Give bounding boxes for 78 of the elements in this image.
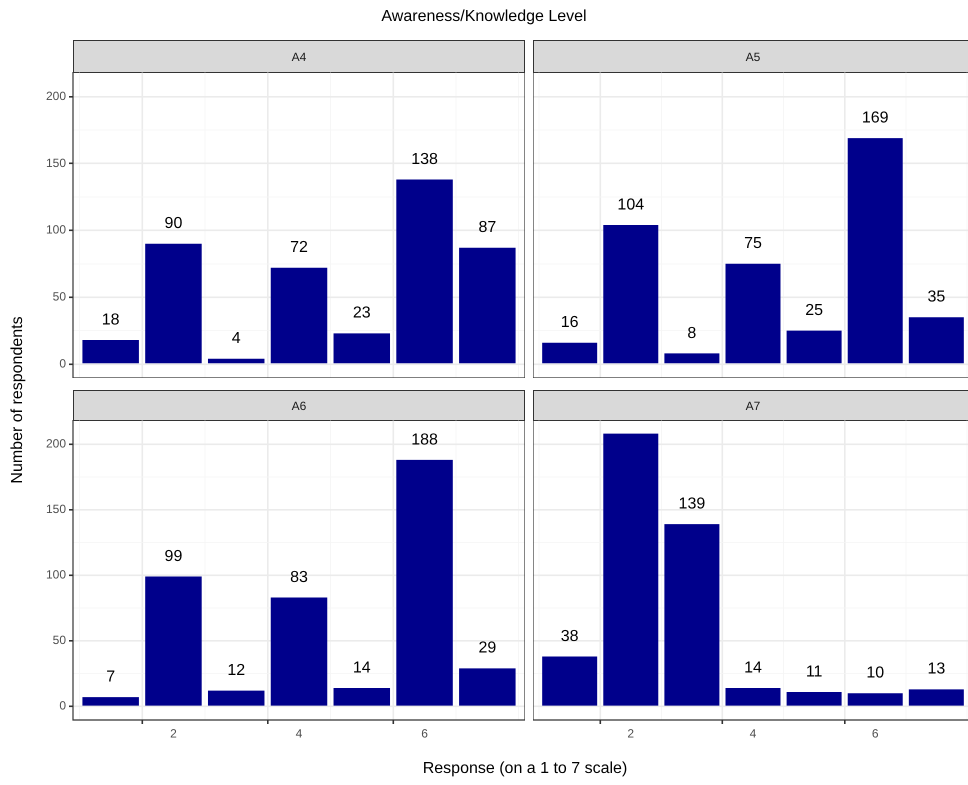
- data-label: 8: [687, 324, 696, 342]
- data-label: 14: [744, 659, 762, 676]
- y-tick-label: 100: [46, 222, 66, 237]
- y-tick-label: 0: [59, 698, 66, 713]
- bar: [664, 353, 720, 364]
- y-tick-label: 100: [46, 568, 66, 582]
- x-tick-label: 4: [296, 726, 303, 741]
- data-label: 11: [806, 663, 823, 680]
- data-label: 83: [290, 568, 308, 586]
- bar: [208, 358, 264, 364]
- data-label: 35: [927, 288, 946, 306]
- data-label: 75: [744, 235, 762, 252]
- chart-title: A4: [73, 40, 525, 73]
- chart-title: A6: [73, 390, 525, 421]
- bar: [542, 656, 598, 706]
- data-label: 4: [232, 330, 241, 348]
- bar: [334, 333, 390, 364]
- chart-title: A7: [533, 390, 968, 421]
- bar: [908, 317, 964, 364]
- data-label: 10: [866, 664, 884, 682]
- data-label: 72: [290, 239, 308, 256]
- data-label: 18: [102, 311, 120, 328]
- bar: [786, 692, 842, 706]
- x-axis-title: Response (on a 1 to 7 scale): [422, 760, 628, 778]
- data-label: 29: [478, 640, 496, 657]
- y-tick-label: 50: [52, 290, 66, 304]
- bar: [82, 340, 139, 364]
- bar: [145, 576, 202, 706]
- bar: [726, 264, 780, 364]
- bar: [848, 138, 903, 364]
- data-label: 12: [227, 662, 246, 680]
- bar: [786, 330, 842, 364]
- bar: [459, 248, 516, 364]
- data-label: 23: [352, 304, 371, 322]
- y-tick-label: 150: [46, 502, 66, 516]
- bar: [542, 342, 598, 364]
- bar: [603, 225, 658, 364]
- bar: [908, 689, 964, 706]
- data-label: 13: [927, 660, 946, 678]
- y-tick-label: 200: [46, 88, 66, 103]
- bar: [270, 598, 328, 706]
- y-tick-label: 50: [52, 633, 66, 648]
- data-label: 90: [164, 215, 182, 232]
- data-label: 7: [106, 668, 116, 686]
- data-label: 188: [411, 431, 438, 448]
- data-label: 99: [164, 548, 182, 565]
- y-tick-label: 150: [46, 156, 66, 170]
- bar: [145, 244, 202, 364]
- data-label: 14: [352, 659, 371, 676]
- data-label: 87: [478, 219, 496, 236]
- bar: [396, 180, 453, 364]
- bar: [334, 688, 390, 706]
- data-label: 138: [411, 150, 438, 168]
- y-tick-label: 200: [46, 436, 66, 450]
- bar: [396, 460, 453, 706]
- data-label: 139: [678, 496, 706, 513]
- data-label: 169: [862, 109, 889, 126]
- bar: [270, 268, 328, 364]
- chart-title: A5: [533, 40, 968, 73]
- bar: [82, 697, 139, 706]
- x-tick-label: 6: [421, 726, 428, 741]
- bar: [208, 690, 264, 706]
- bar: [603, 434, 658, 706]
- bar: [848, 693, 903, 706]
- data-label: 38: [560, 628, 579, 645]
- bar: [459, 668, 516, 706]
- x-tick-label: 2: [627, 726, 634, 741]
- data-label: 104: [617, 196, 644, 214]
- y-axis-title: Number of respondents: [9, 316, 27, 484]
- x-tick-label: 2: [170, 726, 178, 741]
- x-tick-label: 4: [750, 726, 757, 741]
- data-label: 25: [805, 302, 824, 320]
- y-tick-label: 0: [59, 356, 66, 370]
- data-label: 16: [560, 314, 579, 332]
- bar: [726, 688, 780, 706]
- bar: [664, 524, 720, 706]
- text: Awareness/Knowledge Level: [380, 8, 588, 26]
- x-tick-label: 6: [872, 726, 879, 741]
